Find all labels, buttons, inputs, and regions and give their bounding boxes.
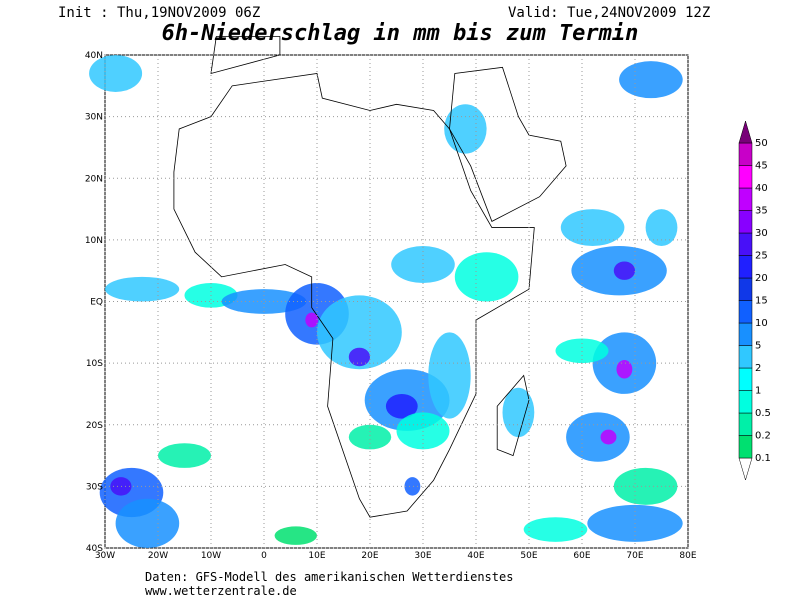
legend-label: 40 — [755, 183, 768, 194]
legend-swatch — [738, 367, 753, 391]
precip-area — [566, 412, 630, 462]
precip-area — [385, 393, 418, 419]
legend-swatch — [738, 232, 753, 256]
lon-tick-label: 60E — [573, 551, 590, 561]
legend-label: 45 — [755, 161, 768, 172]
legend-label: 0.1 — [755, 453, 771, 464]
precip-area — [444, 104, 487, 154]
legend-label: 0.2 — [755, 431, 771, 442]
lon-tick-label: 10W — [201, 551, 221, 561]
legend-swatch — [738, 345, 753, 369]
data-source: Daten: GFS-Modell des amerikanischen Wet… — [145, 570, 513, 584]
lon-tick-label: 40E — [467, 551, 484, 561]
lon-tick-label: 70E — [626, 551, 643, 561]
legend-swatch — [738, 390, 753, 414]
map-area — [89, 36, 689, 549]
legend-label: 35 — [755, 206, 768, 217]
legend-top-cap — [738, 120, 753, 144]
coastline — [173, 73, 535, 518]
legend-label: 15 — [755, 296, 768, 307]
precip-area — [158, 443, 211, 468]
legend-swatch — [738, 142, 753, 166]
precip-area — [110, 477, 132, 496]
coastline — [210, 36, 281, 75]
precip-area — [348, 347, 370, 367]
legend-swatch — [738, 412, 753, 436]
legend-label: 1 — [755, 386, 761, 397]
precip-area — [391, 246, 455, 284]
legend-swatch — [738, 187, 753, 211]
precip-area — [221, 289, 307, 314]
lat-tick-label: 20S — [86, 421, 103, 431]
precip-area — [89, 55, 143, 92]
legend-label: 10 — [755, 318, 768, 329]
legend-swatch — [738, 300, 753, 324]
lon-tick-label: 50E — [520, 551, 537, 561]
legend-swatch — [738, 210, 753, 234]
legend-label: 5 — [755, 341, 761, 352]
legend-label: 0.5 — [755, 408, 771, 419]
coastline — [449, 66, 567, 222]
lon-tick-label: 0 — [261, 551, 267, 561]
precip-area — [348, 424, 392, 450]
lon-tick-label: 30E — [414, 551, 431, 561]
legend-label: 30 — [755, 228, 768, 239]
lat-tick-label: 20N — [85, 174, 103, 184]
source-url: www.wetterzentrale.de — [145, 584, 297, 598]
lat-tick-label: 10N — [85, 236, 103, 246]
precip-area — [645, 209, 678, 247]
lat-tick-label: 40N — [85, 51, 103, 61]
precip-area — [317, 295, 402, 370]
legend-swatch — [738, 435, 753, 459]
init-time: Init : Thu,19NOV2009 06Z — [58, 5, 260, 21]
precip-area — [560, 209, 625, 247]
lat-tick-label: 30S — [86, 482, 103, 492]
precip-area — [396, 412, 450, 450]
lon-tick-label: 20E — [361, 551, 378, 561]
precip-area — [555, 338, 609, 364]
legend-label: 2 — [755, 363, 761, 374]
precip-area — [404, 477, 421, 496]
lat-tick-label: 30N — [85, 113, 103, 123]
precip-area — [502, 387, 535, 438]
legend-swatch — [738, 255, 753, 279]
map-title: 6h-Niederschlag in mm bis zum Termin — [162, 21, 639, 46]
legend-label: 25 — [755, 251, 768, 262]
coastline — [496, 374, 530, 457]
lon-tick-label: 20W — [148, 551, 168, 561]
lat-tick-label: 40S — [86, 544, 103, 554]
precip-area — [619, 61, 683, 99]
precip-area — [454, 252, 519, 302]
precip-area — [616, 360, 633, 379]
precip-area — [428, 332, 471, 419]
lat-tick-label: 10S — [86, 359, 103, 369]
legend-label: 20 — [755, 273, 768, 284]
precip-area — [600, 429, 617, 445]
lon-tick-label: 80E — [679, 551, 696, 561]
precip-area — [613, 261, 636, 280]
precip-area — [523, 517, 588, 542]
lon-tick-label: 30W — [95, 551, 115, 561]
legend-swatch — [738, 165, 753, 189]
lat-tick-label: EQ — [90, 298, 103, 308]
valid-time: Valid: Tue,24NOV2009 12Z — [508, 5, 710, 21]
precip-area — [305, 312, 319, 328]
legend-bottom-cap — [738, 457, 753, 481]
lon-tick-label: 10E — [308, 551, 325, 561]
legend-label: 50 — [755, 138, 768, 149]
precip-area — [105, 276, 180, 302]
precip-area — [115, 498, 180, 548]
legend-swatch — [738, 277, 753, 301]
legend-swatch — [738, 322, 753, 346]
precip-area — [274, 526, 317, 545]
